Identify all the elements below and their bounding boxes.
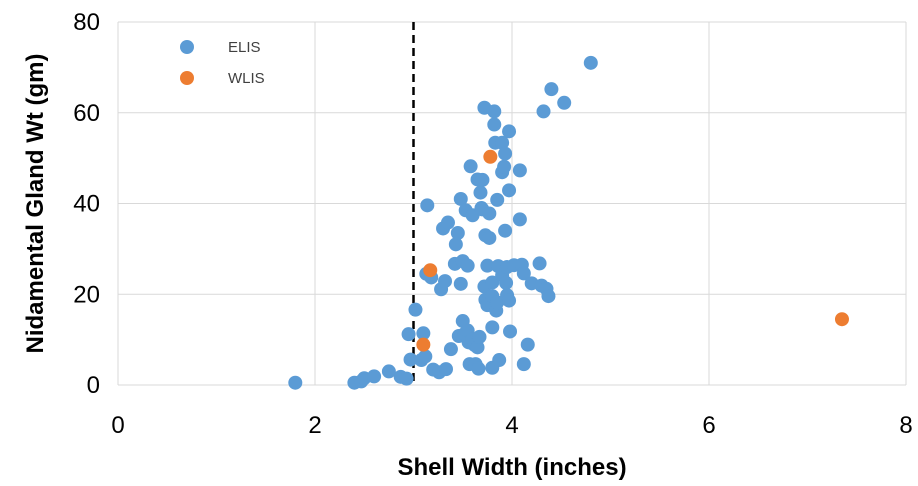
x-axis-title: Shell Width (inches) [397, 454, 626, 481]
point-elis [448, 237, 463, 252]
point-elis [453, 191, 468, 206]
point-wlis [483, 149, 498, 164]
point-elis [502, 183, 517, 198]
x-tick-label: 4 [505, 412, 518, 439]
tick-labels: 0 20 40 60 80 0 2 4 6 8 [73, 9, 912, 439]
point-elis [532, 256, 547, 271]
point-elis [482, 206, 497, 221]
point-elis [497, 159, 512, 174]
point-elis [520, 337, 535, 352]
point-elis [470, 340, 485, 355]
point-elis [516, 357, 531, 372]
y-axis-title: Nidamental Gland Wt (gm) [22, 54, 49, 354]
point-elis [438, 274, 453, 289]
point-elis [381, 364, 396, 379]
point-elis [480, 258, 495, 273]
y-tick-label: 20 [73, 281, 100, 308]
point-elis [498, 146, 513, 161]
point-elis [450, 225, 465, 240]
point-elis [492, 353, 507, 368]
point-elis [583, 55, 598, 70]
point-elis [541, 289, 556, 304]
legend-label: ELIS [228, 39, 261, 56]
point-elis [512, 212, 527, 227]
point-elis [439, 362, 454, 377]
point-elis [420, 198, 435, 213]
point-elis [487, 117, 502, 132]
point-elis [399, 371, 414, 386]
legend: ELIS WLIS [180, 39, 265, 87]
point-elis [490, 295, 505, 310]
y-tick-label: 80 [73, 9, 100, 36]
point-elis [490, 192, 505, 207]
point-elis [471, 361, 486, 376]
point-elis [482, 230, 497, 245]
point-elis [288, 375, 303, 390]
point-elis [498, 223, 513, 238]
point-elis [453, 276, 468, 291]
y-tick-label: 0 [87, 372, 100, 399]
point-elis [443, 342, 458, 357]
point-elis [536, 104, 551, 119]
point-elis [499, 275, 514, 290]
point-elis [495, 135, 510, 150]
point-elis [503, 324, 518, 339]
point-elis [512, 163, 527, 178]
point-elis [502, 293, 517, 308]
point-elis [408, 302, 423, 317]
point-elis [472, 329, 487, 344]
point-elis [418, 349, 433, 364]
point-elis [403, 352, 418, 367]
point-elis [516, 266, 531, 281]
y-tick-label: 40 [73, 191, 100, 218]
point-wlis [423, 263, 438, 278]
point-elis [487, 104, 502, 119]
point-elis [502, 124, 517, 139]
point-elis [367, 369, 382, 384]
x-tick-label: 6 [702, 412, 715, 439]
point-elis [475, 172, 490, 187]
x-tick-label: 0 [111, 412, 124, 439]
point-elis [544, 82, 559, 97]
point-elis [416, 326, 431, 341]
point-wlis [834, 312, 849, 327]
legend-label: WLIS [228, 70, 265, 87]
point-elis [440, 215, 455, 230]
point-wlis [416, 337, 431, 352]
point-elis [485, 320, 500, 335]
point-elis [485, 275, 500, 290]
grid [117, 21, 907, 386]
legend-marker-wlis [180, 71, 194, 85]
legend-marker-elis [180, 40, 194, 54]
data-points [288, 55, 849, 390]
x-tick-label: 2 [308, 412, 321, 439]
point-elis [460, 258, 475, 273]
point-elis [557, 95, 572, 110]
point-elis [401, 327, 416, 342]
point-elis [463, 159, 478, 174]
x-tick-label: 8 [899, 412, 912, 439]
y-tick-label: 60 [73, 100, 100, 127]
point-elis [473, 185, 488, 200]
